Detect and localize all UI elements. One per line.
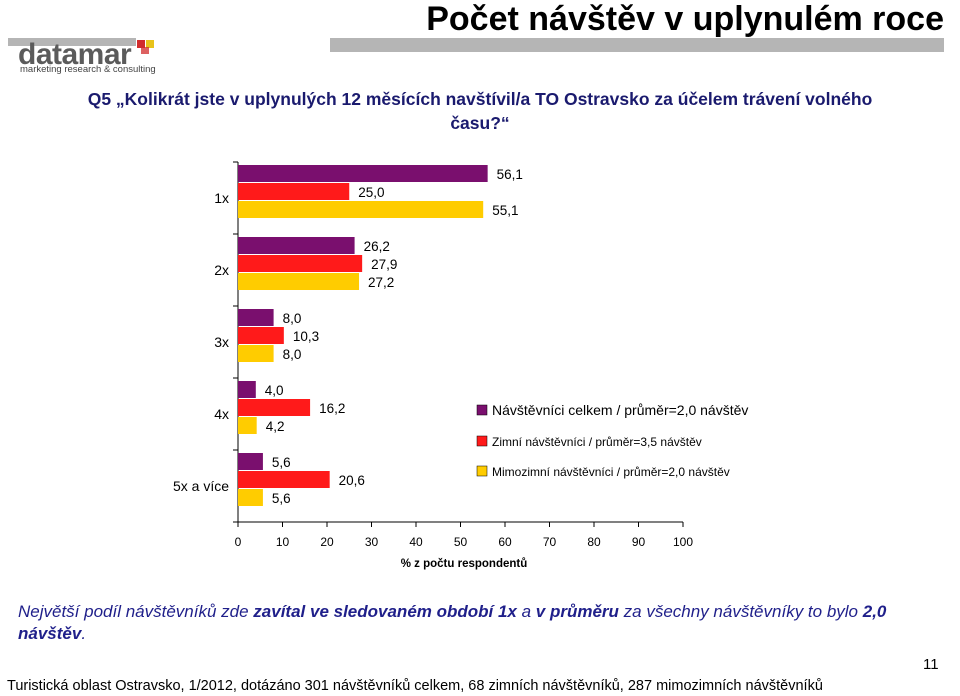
bar — [238, 183, 350, 200]
data-label: 4,0 — [265, 383, 284, 398]
bar — [238, 327, 284, 344]
x-axis-label: % z počtu respondentů — [401, 558, 528, 570]
bar — [238, 255, 363, 272]
logo-square-icon — [141, 47, 149, 54]
data-label: 20,6 — [339, 473, 365, 488]
bar — [238, 201, 484, 218]
bar — [238, 417, 257, 434]
logo-square-icon — [146, 40, 154, 48]
bar — [238, 237, 355, 254]
data-label: 25,0 — [358, 185, 384, 200]
data-label: 4,2 — [266, 419, 285, 434]
category-label: 2x — [214, 262, 229, 278]
category-label: 5x a více — [173, 478, 229, 494]
x-tick-label: 80 — [587, 535, 601, 549]
legend-label: Mimozimní návštěvníci / průměr=2,0 návšt… — [492, 465, 730, 479]
logo-tagline: marketing research & consulting — [20, 64, 156, 75]
x-tick-label: 0 — [235, 535, 242, 549]
bar-chart: 1x 2x 3x 4x 5x a více 0 10 20 30 40 50 60 70 80 90 100%… — [173, 161, 748, 570]
x-tick-label: 10 — [276, 535, 290, 549]
conclusion-segment: Největší podíl návštěvníků zde — [18, 602, 254, 621]
bar — [238, 273, 360, 290]
data-label: 27,9 — [371, 257, 397, 272]
data-label: 10,3 — [293, 329, 319, 344]
data-label: 5,6 — [272, 491, 291, 506]
data-label: 8,0 — [283, 311, 302, 326]
x-tick-label: 30 — [365, 535, 379, 549]
x-tick-label: 50 — [454, 535, 468, 549]
data-label: 8,0 — [283, 347, 302, 362]
conclusion-segment: a — [516, 602, 536, 621]
data-label: 27,2 — [368, 275, 394, 290]
data-label: 5,6 — [272, 455, 291, 470]
page-number: 11 — [923, 656, 939, 673]
bar — [238, 345, 274, 362]
x-tick-label: 60 — [498, 535, 512, 549]
footer-note: Turistická oblast Ostravsko, 1/2012, dot… — [7, 678, 823, 694]
bar — [238, 309, 274, 326]
bar — [238, 399, 311, 416]
logo-square-icon — [137, 40, 145, 48]
data-label: 55,1 — [492, 203, 518, 218]
logo: datamar — [18, 38, 132, 71]
x-tick-label: 20 — [320, 535, 334, 549]
legend-swatch — [476, 465, 488, 477]
category-label: 1x — [214, 190, 229, 206]
bar — [238, 381, 256, 398]
conclusion-segment: za všechny návštěvníky to bylo — [618, 602, 863, 621]
header-band — [330, 38, 944, 52]
bar — [238, 471, 330, 488]
conclusion-segment: v průměru — [535, 602, 619, 621]
conclusion-text: Největší podíl návštěvníků zde zavítal v… — [18, 601, 938, 645]
x-tick-label: 70 — [543, 535, 557, 549]
category-label: 4x — [214, 406, 229, 422]
data-label: 56,1 — [497, 167, 523, 182]
category-label: 3x — [214, 334, 229, 350]
legend-swatch — [476, 404, 488, 416]
logo-underline — [8, 38, 136, 46]
data-label: 26,2 — [364, 239, 390, 254]
x-tick-label: 40 — [409, 535, 423, 549]
bar — [238, 165, 488, 182]
data-label: 16,2 — [319, 401, 345, 416]
question-text: Q5 „Kolikrát jste v uplynulých 12 měsící… — [87, 89, 873, 133]
x-tick-label: 90 — [632, 535, 646, 549]
slide-title: Počet návštěv v uplynulém roce — [426, 0, 944, 38]
conclusion-segment: . — [81, 624, 87, 643]
conclusion-segment: 2,0 návštěv — [18, 602, 887, 643]
legend-label: Zimní návštěvníci / průměr=3,5 návštěv — [492, 435, 702, 449]
bar — [238, 489, 263, 506]
legend-swatch — [476, 435, 488, 447]
conclusion-segment: zavítal ve sledovaném období 1x — [253, 602, 517, 621]
x-tick-label: 100 — [673, 535, 693, 549]
bar — [238, 453, 263, 470]
legend-label: Návštěvníci celkem / průměr=2,0 návštěv — [492, 402, 748, 418]
